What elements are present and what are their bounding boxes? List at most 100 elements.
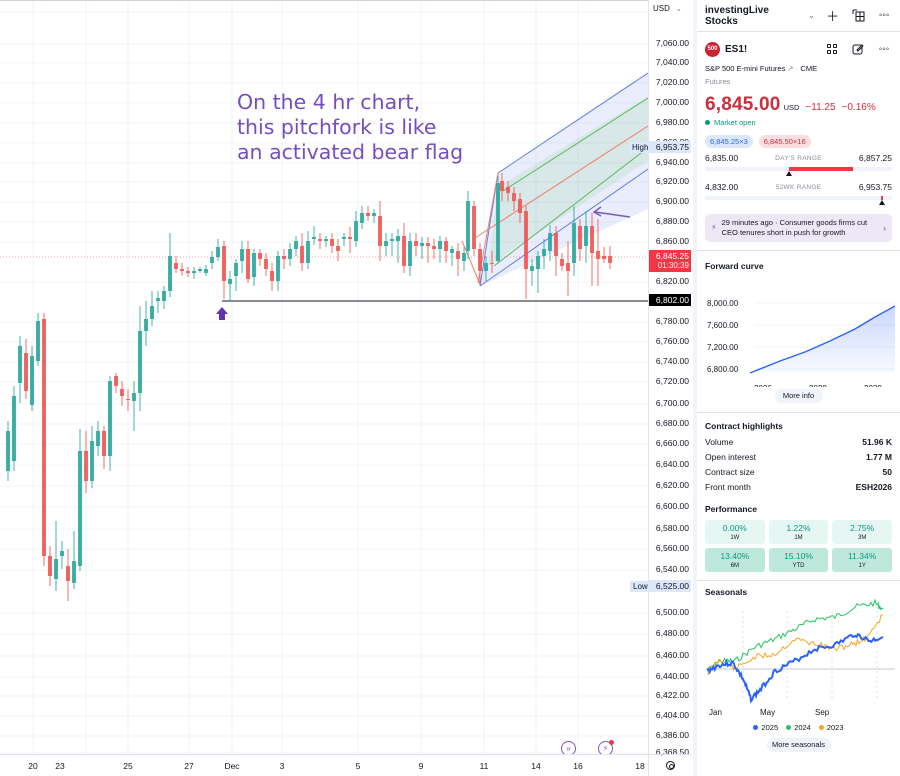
time-axis[interactable]: 20 23 25 27 Dec 3 5 9 11 14 16 18	[0, 754, 648, 776]
price-row: 6,845.00 USD −11.25 −0.16%	[705, 94, 892, 116]
symbol-ticker[interactable]: ES1!	[725, 43, 748, 55]
legend-item-2025[interactable]: 2025	[753, 723, 778, 732]
legend-item-2024[interactable]: 2024	[786, 723, 811, 732]
symbol-logo: 500	[705, 41, 720, 57]
candlestick-chart[interactable]	[0, 1, 648, 754]
contract-label: Contract size	[705, 466, 755, 477]
contract-value: 51.96 K	[862, 436, 892, 447]
price-axis-label: 6,860.00	[655, 236, 689, 246]
symbol-type: Futures	[705, 77, 731, 86]
price-axis-label: 6,940.00	[655, 157, 689, 167]
price-axis-label: 6,600.00	[655, 501, 689, 511]
legend-swatch-icon	[786, 725, 792, 730]
currency-selector[interactable]: USD ⌄	[653, 4, 682, 13]
layout-grid-icon[interactable]	[824, 41, 840, 57]
more-options-icon[interactable]: ◦◦◦	[878, 43, 890, 55]
performance-cell-1m[interactable]: 1.22% 1M	[768, 520, 829, 544]
lightning-icon[interactable]: ⚡	[598, 740, 614, 754]
market-status-text: Market open	[714, 118, 756, 127]
current-price-marker	[786, 171, 792, 176]
lightning-icon: ⚡	[711, 223, 717, 232]
advanced-view-icon[interactable]	[850, 8, 866, 24]
week52-range: 4,832.00 52WK RANGE 6,953.75	[705, 182, 892, 205]
price-axis-label: 6,422.00	[655, 690, 689, 700]
add-symbol-icon[interactable]: ＋	[826, 9, 840, 24]
svg-text:7,600.00: 7,600.00	[707, 321, 739, 330]
watchlist-title[interactable]: investingLive Stocks	[705, 4, 769, 27]
time-axis-label: 3	[279, 761, 285, 771]
svg-text:2026: 2026	[754, 384, 772, 387]
more-options-icon[interactable]: ◦◦◦	[878, 10, 890, 21]
price-axis-label: 6,900.00	[655, 196, 689, 206]
price-axis-label: 6,500.00	[655, 607, 689, 617]
last-price: 6,845.00	[705, 94, 781, 115]
last-price-tag: 6,845.25 01:30:39	[649, 250, 691, 272]
axis-settings-button[interactable]	[648, 754, 692, 776]
more-info-button[interactable]: More info	[774, 389, 823, 403]
performance-cell-3m[interactable]: 2.75% 3M	[832, 520, 892, 544]
price-axis-label: 7,020.00	[655, 77, 689, 87]
week52-range-bar	[705, 196, 892, 205]
price-axis-label: 6,660.00	[655, 438, 689, 448]
price-axis-label: 7,040.00	[655, 57, 689, 67]
status-dot-icon	[705, 120, 710, 125]
price-axis-label: 6,820.00	[655, 276, 689, 286]
last-price-value: 6,845.25	[655, 251, 689, 261]
seasonals-title: Seasonals	[705, 587, 748, 597]
price-axis-label: 6,460.00	[655, 650, 689, 660]
high-label: High	[629, 142, 652, 153]
notification-dot	[609, 740, 614, 745]
price-axis-label: 6,880.00	[655, 216, 689, 226]
chevron-down-icon[interactable]: ⌄	[808, 11, 815, 20]
legend-label: 2024	[794, 723, 811, 732]
days-range-bar	[705, 167, 892, 176]
news-headline[interactable]: ⚡ 29 minutes ago · Consumer goods firms …	[705, 214, 892, 242]
low-label: Low	[630, 581, 651, 592]
seasonals-chart[interactable]: Jan May Sep	[705, 598, 895, 719]
external-link-icon[interactable]: ↗	[787, 64, 794, 73]
forward-curve-title: Forward curve	[705, 261, 764, 271]
bid-ask: 6,845.25×3 6,845.50×16	[705, 135, 892, 148]
edit-note-icon[interactable]	[850, 41, 866, 57]
watchlist-header: investingLive Stocks ⌄ ＋ ◦◦◦	[697, 0, 900, 32]
time-axis-label: 20	[28, 761, 38, 771]
contract-highlights-title: Contract highlights	[705, 421, 783, 431]
performance-cell-1y[interactable]: 11.34% 1Y	[832, 548, 892, 572]
svg-text:Sep: Sep	[815, 708, 830, 717]
symbol-name: S&P 500 E-mini Futures	[705, 64, 786, 73]
performance-value: 1.22%	[786, 523, 811, 533]
ask-pill: 6,845.50×16	[758, 135, 811, 148]
performance-cell-ytd[interactable]: 15.10% YTD	[768, 548, 829, 572]
svg-text:7,200.00: 7,200.00	[707, 343, 739, 352]
news-text: 29 minutes ago · Consumer goods firms cu…	[721, 218, 868, 237]
price-axis-label: 6,540.00	[655, 564, 689, 574]
high-value-tag: 6,953.75	[649, 141, 691, 153]
chart-annotation-text[interactable]: On the 4 hr chart, this pitchfork is lik…	[237, 90, 464, 164]
performance-value: 15.10%	[784, 551, 813, 561]
performance-value: 13.40%	[720, 551, 750, 561]
price-axis-label: 6,480.00	[655, 628, 689, 638]
price-currency: USD	[783, 103, 800, 112]
symbol-details: 500 ES1! ◦◦◦ S&P 500 E-mini Futures ↗ · …	[697, 32, 900, 242]
current-price-marker	[879, 200, 885, 205]
time-axis-label: 23	[55, 761, 65, 771]
performance-period: 1Y	[858, 563, 866, 569]
price-axis[interactable]: USD⌄ 7,080.007,060.007,040.007,020.007,0…	[648, 0, 692, 776]
more-seasonals-button[interactable]: More seasonals	[766, 738, 831, 752]
forward-curve-chart[interactable]: 8,000.00 7,600.00 7,200.00 6,800.00 2026 2028…	[705, 277, 896, 393]
price-change-percent: −0.16%	[841, 102, 876, 113]
performance-cell-1w[interactable]: 0.00% 1W	[705, 520, 765, 544]
time-axis-label: 9	[418, 761, 424, 771]
seasonals-legend: 2025 2024 2023	[705, 723, 892, 732]
legend-item-2023[interactable]: 2023	[818, 723, 844, 732]
replay-icon[interactable]: »	[561, 741, 576, 754]
days-range-low: 6,835.00	[705, 153, 739, 163]
svg-text:May: May	[760, 708, 775, 717]
performance-cell-6m[interactable]: 13.40% 6M	[705, 548, 765, 572]
time-axis-label: 18	[635, 761, 645, 771]
performance-value: 0.00%	[722, 523, 747, 533]
chart-pane[interactable]: On the 4 hr chart, this pitchfork is lik…	[0, 0, 648, 754]
price-axis-label: 6,580.00	[655, 523, 689, 533]
exchange-label: CME	[800, 64, 818, 73]
